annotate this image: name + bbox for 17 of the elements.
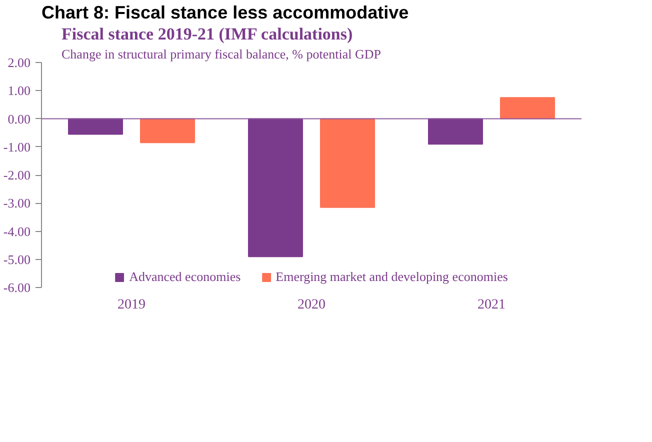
x-tick-label: 2021 [478,298,506,312]
y-tick-label: -1.00 [3,139,31,154]
legend-label: Advanced economies [129,269,241,285]
y-tick-label: 1.00 [8,83,30,98]
chart-title: Chart 8: Fiscal stance less accommodative [42,2,409,22]
y-tick-label: -4.00 [3,224,31,239]
y-tick-label: -6.00 [3,280,31,295]
y-tick-label: -3.00 [3,196,31,211]
x-tick-label: 2019 [118,298,146,312]
y-tick-label: 0.00 [8,111,30,126]
y-axis-title: Change in structural primary fiscal balance, % potential GDP [62,46,381,62]
x-tick-label: 2020 [298,298,326,312]
y-tick-label: -5.00 [3,252,31,267]
y-tick-label: 2.00 [8,55,30,70]
legend-label: Emerging market and developing economies [276,269,508,285]
chart-subtitle: Fiscal stance 2019-21 (IMF calculations) [62,24,353,44]
y-tick-label: -2.00 [3,168,31,182]
